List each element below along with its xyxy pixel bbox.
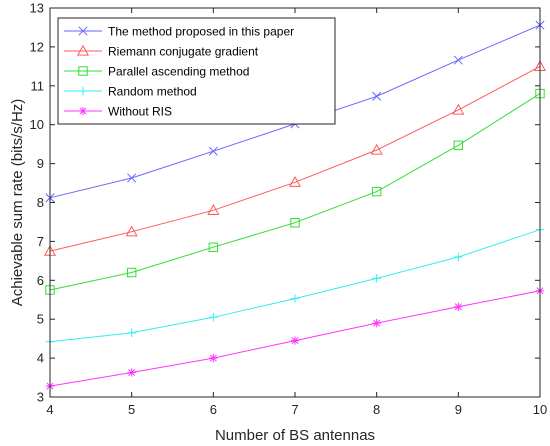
series-3-point — [453, 140, 464, 151]
series-3-line — [49, 93, 541, 291]
series-3-point — [290, 218, 300, 228]
legend-item-1: The method proposed in this paper — [64, 25, 294, 39]
x-tick-label: 8 — [373, 402, 380, 417]
x-tick-label: 5 — [128, 402, 135, 417]
legend-label: Without RIS — [108, 105, 172, 119]
series-4-point — [454, 252, 463, 262]
series-2-point — [288, 176, 302, 187]
series-5-point — [127, 368, 136, 377]
y-tick-label: 8 — [37, 195, 44, 210]
legend-box — [57, 17, 336, 125]
x-tick-label: 6 — [210, 402, 217, 417]
y-tick-label: 13 — [30, 1, 44, 16]
y-axis-label: Achievable sum rate (bits/s/Hz) — [9, 99, 26, 307]
legend-label: Riemann conjugate gradient — [108, 45, 259, 59]
series-3-point — [208, 242, 219, 252]
legend-marker — [78, 106, 88, 116]
series-5-point — [209, 353, 218, 363]
y-tick-label: 4 — [37, 351, 44, 366]
x-tick-label: 4 — [46, 402, 53, 417]
series-3 — [45, 88, 545, 295]
y-tick-label: 10 — [30, 117, 44, 132]
series-4-point — [209, 313, 218, 322]
series-1-point — [453, 55, 463, 65]
legend-item-5: Without RIS — [64, 105, 172, 119]
series-4-point — [290, 294, 300, 303]
y-tick-label: 6 — [37, 273, 44, 288]
legend-label: Parallel ascending method — [108, 65, 249, 79]
y-tick-label: 7 — [37, 234, 44, 249]
y-tick-label: 12 — [30, 39, 44, 54]
series-3-point — [126, 267, 137, 278]
y-tick-label: 11 — [31, 78, 45, 93]
series-2-point — [125, 225, 138, 237]
series-2 — [43, 60, 547, 256]
series-2-point — [370, 143, 383, 155]
legend-label: Random method — [108, 85, 197, 99]
series-4-point — [372, 274, 381, 283]
series-5-point — [454, 302, 463, 311]
legend: The method proposed in this paper Riemann… — [57, 17, 336, 125]
legend-marker — [78, 26, 88, 36]
legend-item-3: Parallel ascending method — [64, 65, 249, 79]
series-layer — [43, 20, 547, 391]
y-tick-label: 9 — [37, 156, 44, 171]
series-2-point — [452, 103, 465, 115]
legend-marker — [78, 66, 88, 76]
series-5-point — [290, 336, 300, 345]
series-2-point — [207, 204, 220, 215]
x-tick-label: 9 — [455, 402, 462, 417]
series-1-point — [208, 146, 218, 156]
series-2-line — [49, 65, 541, 252]
x-axis-label: Number of BS antennas — [215, 427, 375, 444]
legend-item-2: Riemann conjugate gradient — [64, 45, 259, 59]
series-3-point — [371, 186, 382, 197]
legend-item-4: Random method — [64, 85, 197, 99]
legend-label: The method proposed in this paper — [108, 25, 294, 39]
series-1-point — [372, 91, 382, 101]
legend-marker — [76, 44, 90, 56]
y-tick-label: 5 — [37, 312, 44, 327]
y-tick-label: 3 — [37, 390, 44, 405]
series-1-point — [127, 173, 137, 183]
x-tick-label: 10 — [533, 402, 547, 417]
series-4-point — [127, 328, 136, 338]
legend-marker — [78, 86, 88, 96]
x-tick-label: 7 — [291, 402, 298, 417]
series-5-point — [372, 318, 381, 328]
